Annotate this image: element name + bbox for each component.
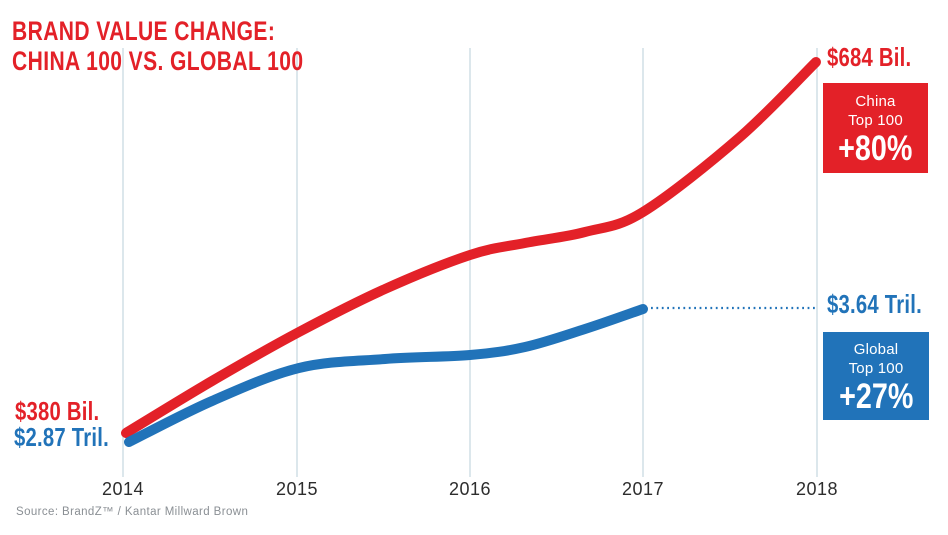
china-line (121, 57, 821, 438)
x-axis-label-2017: 2017 (621, 479, 665, 499)
page-title-line2: CHINA 100 VS. GLOBAL 100 (12, 46, 304, 76)
global-end-value-label: $3.64 Tril. (827, 291, 948, 317)
global-badge-change-value: +27% (838, 376, 914, 416)
global-badge-series-name: Global (853, 340, 899, 358)
page-title-line1: BRAND VALUE CHANGE: (12, 16, 276, 46)
x-axis-label-2015: 2015 (275, 479, 319, 499)
china-start-value-text: $380 Bil. (15, 396, 100, 426)
china-badge-series-name: China (855, 92, 896, 110)
china-badge-series-scope: Top 100 (848, 111, 903, 129)
global-legend-badge: Global Top 100 +27% (823, 332, 929, 420)
global-end-value-text: $3.64 Tril. (827, 289, 923, 319)
global-badge-series-scope: Top 100 (848, 359, 904, 377)
global-start-value-text: $2.87 Tril. (14, 422, 110, 452)
china-badge-change-value: +80% (838, 128, 913, 168)
x-axis-label-2014: 2014 (101, 479, 145, 499)
x-axis-label-2018: 2018 (795, 479, 839, 499)
x-axis-label-2016: 2016 (448, 479, 492, 499)
source-note: Source: BrandZ™ / Kantar Millward Brown (16, 506, 249, 518)
china-end-value-text: $684 Bil. (827, 42, 912, 72)
china-legend-badge: China Top 100 +80% (823, 83, 928, 173)
global-start-value-label: $2.87 Tril. (14, 424, 136, 450)
global-line (124, 304, 648, 447)
china-end-value-label: $684 Bil. (827, 44, 935, 70)
china-start-value-label: $380 Bil. (15, 398, 123, 424)
page-title: BRAND VALUE CHANGE: CHINA 100 VS. GLOBAL… (12, 16, 386, 76)
